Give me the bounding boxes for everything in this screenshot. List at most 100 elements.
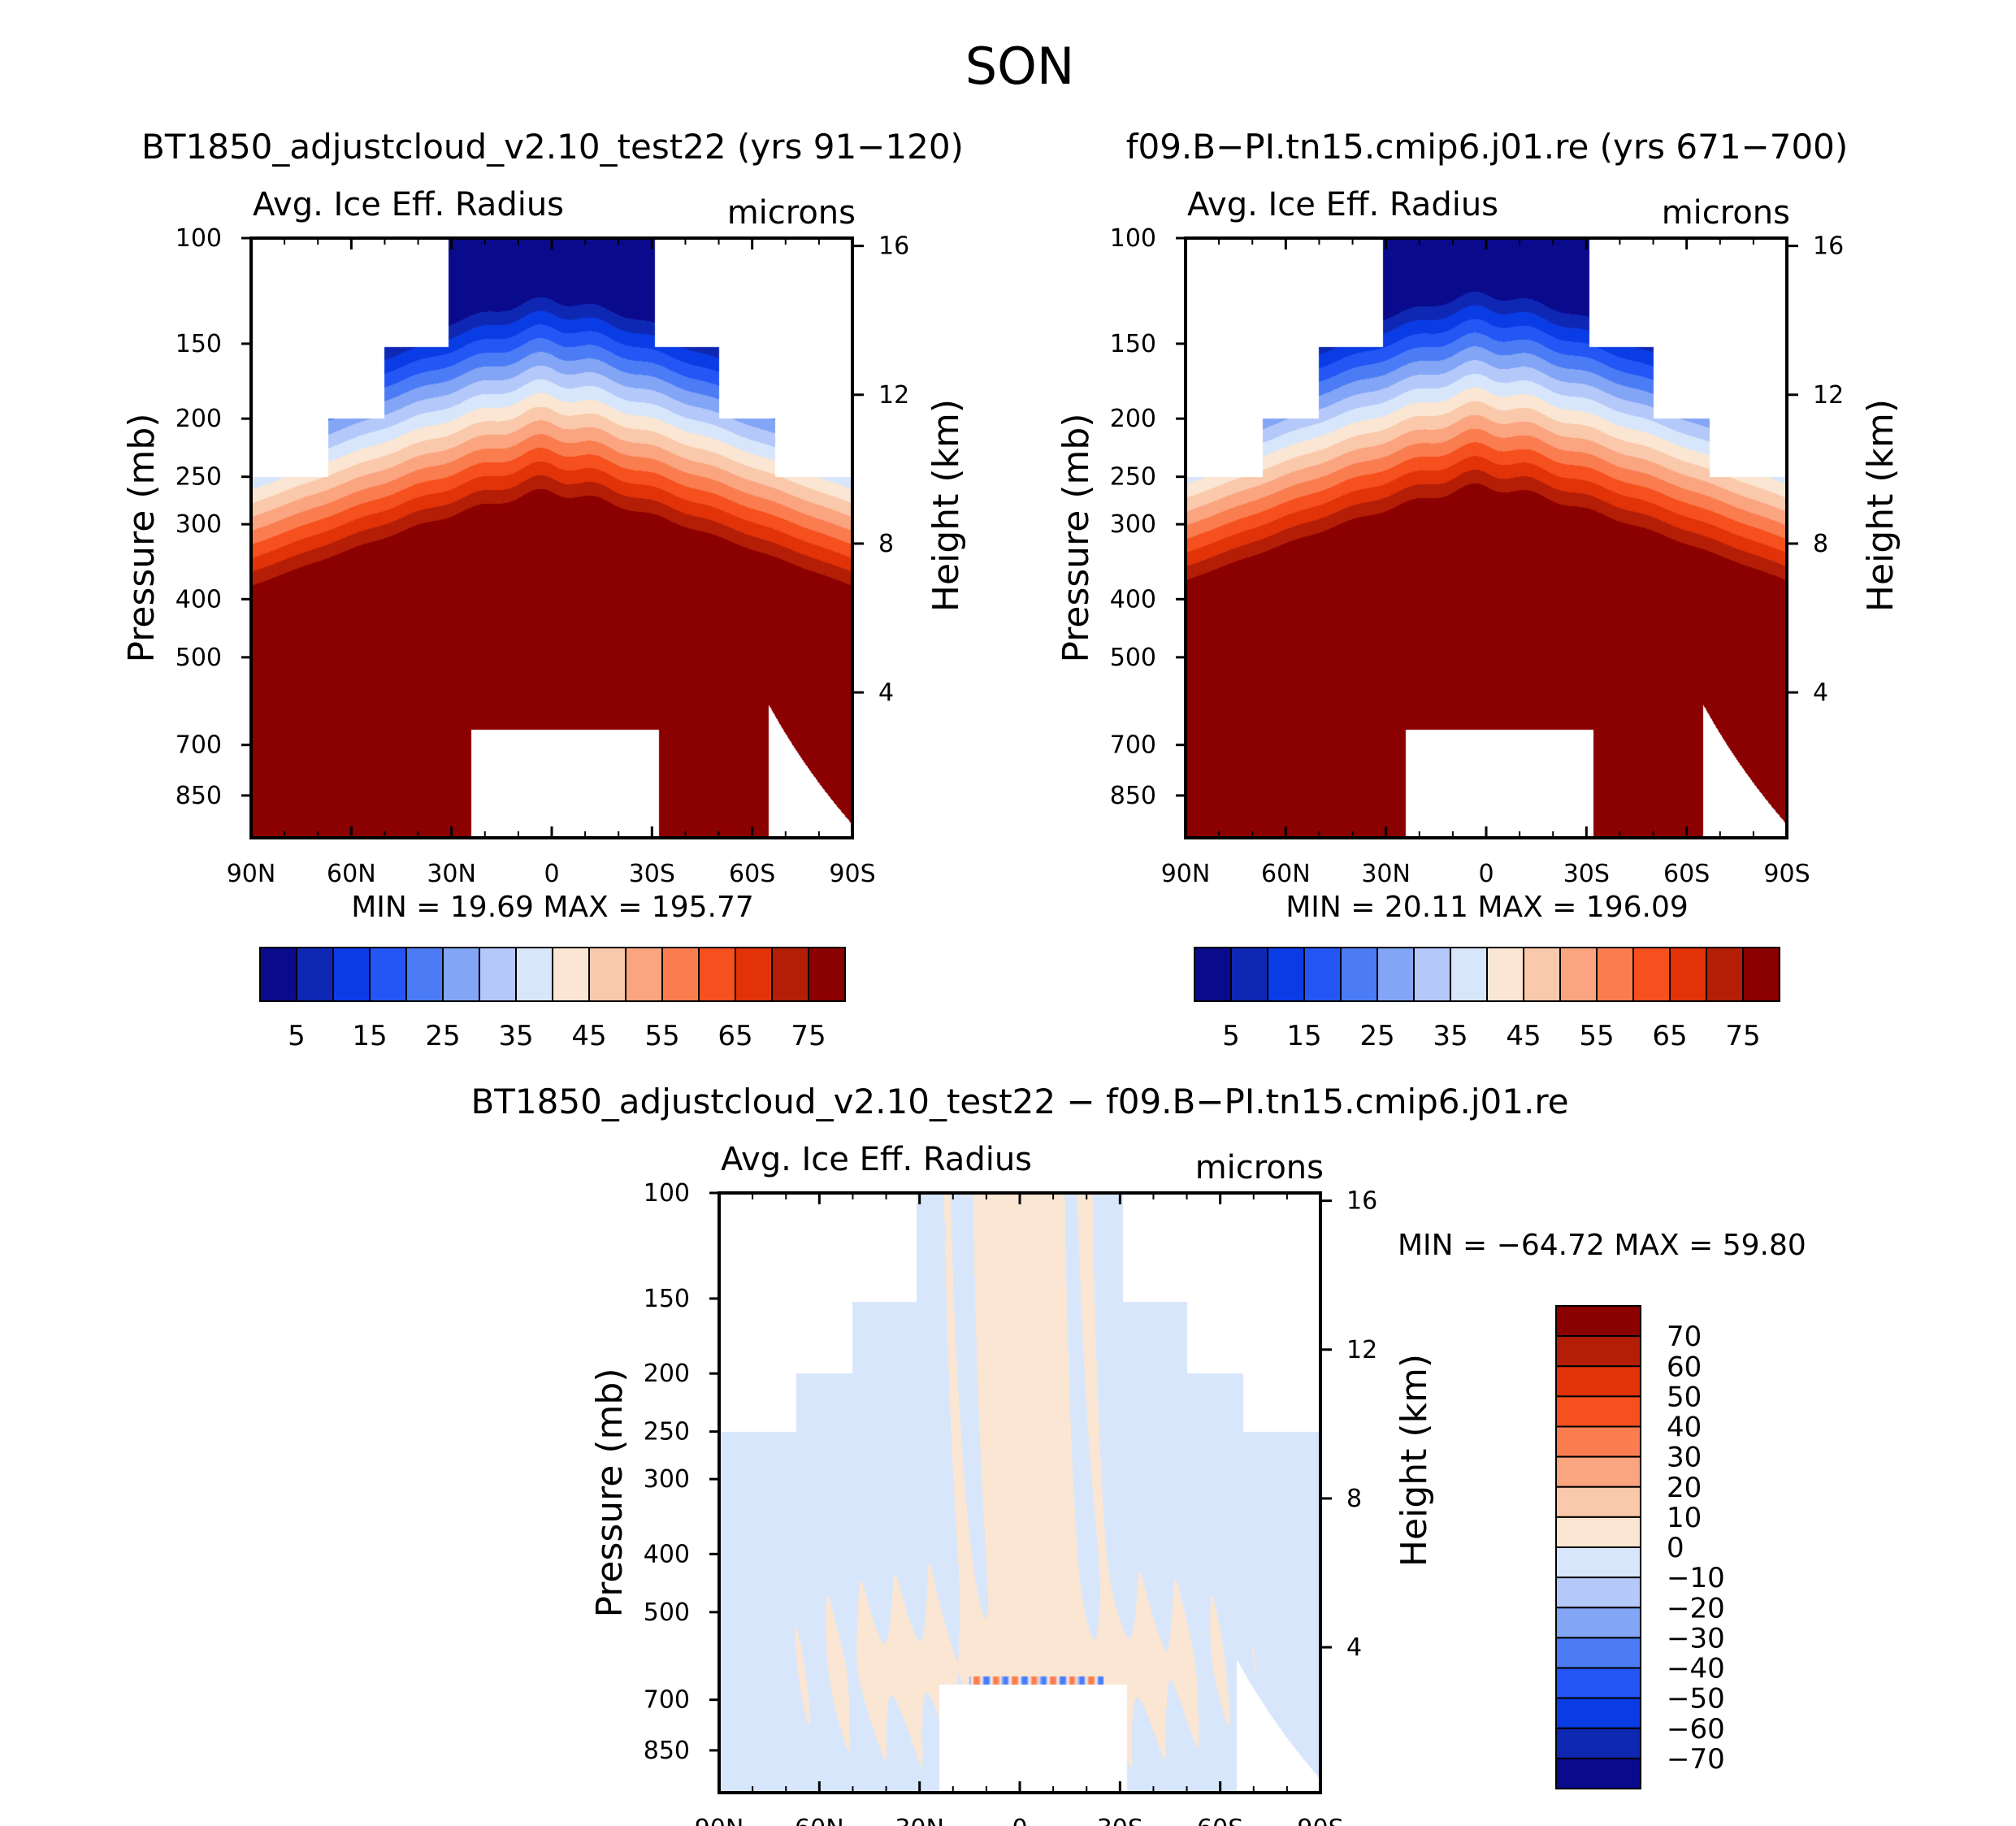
y-tick-label: 150	[644, 1285, 690, 1313]
colorbar-swatch	[1555, 1727, 1641, 1759]
colorbar-tick-label: 10	[1667, 1502, 1702, 1534]
colorbar-swatch	[735, 947, 773, 1002]
y-tick-label: 250	[176, 463, 222, 492]
min-max-label: MIN = 20.11 MAX = 196.09	[1285, 891, 1689, 924]
colorbar-tick-label: 55	[644, 1020, 679, 1052]
height-tick-label: 4	[1813, 679, 1828, 707]
colorbar-tick-label: 45	[571, 1020, 606, 1052]
colorbar-tick-label: 70	[1667, 1321, 1702, 1353]
x-tick-label: 90S	[829, 860, 875, 888]
y-tick-label: 300	[176, 510, 222, 539]
colorbar-swatch	[1413, 947, 1451, 1002]
colorbar-tick-label: 50	[1667, 1381, 1702, 1413]
y-tick-label: 100	[1110, 224, 1156, 253]
y-tick-label: 400	[1110, 585, 1156, 614]
units-label: microns	[1195, 1149, 1324, 1186]
colorbar-swatch	[259, 947, 297, 1002]
height-tick-label: 12	[1346, 1336, 1377, 1364]
x-tick-label: 30S	[1563, 860, 1610, 888]
colorbar-swatch	[808, 947, 846, 1002]
colorbar-swatch	[442, 947, 480, 1002]
colorbar-swatch	[771, 947, 809, 1002]
colorbar-tick-label: 40	[1667, 1412, 1702, 1444]
x-tick-label: 90N	[695, 1815, 744, 1826]
colorbar-tick-label: 5	[1222, 1020, 1240, 1052]
y-tick-label: 850	[176, 782, 222, 810]
y-tick-label: 400	[644, 1540, 690, 1568]
y-tick-label: 200	[644, 1360, 690, 1388]
x-tick-label: 0	[1012, 1815, 1027, 1826]
figure-title: SON	[965, 37, 1075, 96]
case-title: f09.B−PI.tn15.cmip6.j01.re (yrs 671−700)	[1126, 127, 1849, 167]
y-axis-label: Pressure (mb)	[589, 1368, 631, 1618]
colorbar-tick-label: −70	[1667, 1743, 1725, 1776]
y-tick-label: 850	[644, 1737, 690, 1765]
colorbar-swatch	[1555, 1757, 1641, 1789]
colorbar-tick-label: 75	[791, 1020, 826, 1052]
colorbar-tick-label: 60	[1667, 1351, 1702, 1383]
y-tick-label: 700	[176, 731, 222, 760]
colorbar-tick-label: −60	[1667, 1713, 1725, 1746]
height-tick-label: 12	[1813, 381, 1844, 410]
colorbar-swatch	[1267, 947, 1305, 1002]
colorbar-swatch	[1555, 1577, 1641, 1609]
contour-fill	[1186, 238, 1787, 838]
colorbar-swatch	[1555, 1637, 1641, 1669]
colorbar-top-right: 5 15 25 35 45 55 65 75	[1194, 947, 1780, 1052]
colorbar-swatch	[1555, 1365, 1641, 1398]
colorbar-tick-label: 15	[352, 1020, 387, 1052]
height-tick-label: 16	[1813, 232, 1844, 261]
colorbar-swatch	[1706, 947, 1744, 1002]
y-tick-label: 200	[176, 405, 222, 433]
y-axis-right-label: Height (km)	[926, 399, 967, 612]
colorbar-tick-label: −50	[1667, 1683, 1725, 1715]
height-tick-label: 8	[1346, 1485, 1362, 1513]
x-tick-label: 60N	[795, 1815, 844, 1826]
colorbar-swatch	[625, 947, 663, 1002]
panels: BT1850_adjustcloud_v2.10_test22 (yrs 91−…	[121, 127, 1901, 1826]
y-tick-label: 700	[1110, 731, 1156, 760]
colorbar-tick-label: 30	[1667, 1442, 1702, 1474]
colorbar-tick-label: 0	[1667, 1532, 1684, 1564]
y-tick-label: 300	[1110, 510, 1156, 539]
x-tick-label: 0	[1478, 860, 1494, 888]
colorbar-tick-label: 75	[1725, 1020, 1760, 1052]
y-tick-label: 300	[644, 1465, 690, 1494]
colorbar-swatch	[479, 947, 517, 1002]
y-axis-right-label: Height (km)	[1860, 399, 1901, 612]
units-label: microns	[727, 194, 856, 232]
colorbar-swatch	[1596, 947, 1634, 1002]
x-tick-label: 90S	[1297, 1815, 1343, 1826]
colorbar-swatch	[296, 947, 334, 1002]
y-tick-label: 500	[176, 644, 222, 672]
case-title: BT1850_adjustcloud_v2.10_test22 (yrs 91−…	[141, 127, 964, 167]
field-name-label: Avg. Ice Eff. Radius	[253, 186, 564, 223]
height-tick-label: 16	[878, 232, 909, 261]
colorbar-swatch	[1632, 947, 1671, 1002]
colorbar-tick-label: 20	[1667, 1472, 1702, 1504]
colorbar-tick-label: 55	[1579, 1020, 1614, 1052]
y-tick-label: 100	[176, 224, 222, 253]
x-tick-label: 60S	[729, 860, 775, 888]
colorbar-swatch	[1230, 947, 1268, 1002]
field-name-label: Avg. Ice Eff. Radius	[1187, 186, 1498, 223]
height-tick-label: 8	[1813, 530, 1828, 558]
colorbar-tick-label: −20	[1667, 1592, 1725, 1624]
y-axis-right-label: Height (km)	[1394, 1354, 1435, 1567]
panel-bottom-difference: BT1850_adjustcloud_v2.10_test22 − f09.B−…	[470, 1082, 1806, 1826]
x-tick-label: 30S	[629, 860, 675, 888]
y-axis-label: Pressure (mb)	[121, 414, 163, 663]
x-tick-label: 90N	[227, 860, 276, 888]
y-tick-label: 100	[644, 1179, 690, 1208]
colorbar-swatch	[661, 947, 700, 1002]
colorbar-swatch	[1486, 947, 1524, 1002]
colorbar-tick-label: −10	[1667, 1562, 1725, 1594]
y-tick-label: 250	[1110, 463, 1156, 492]
min-max-label: MIN = −64.72 MAX = 59.80	[1398, 1229, 1806, 1262]
y-axis-label: Pressure (mb)	[1056, 414, 1097, 663]
colorbar-tick-label: −40	[1667, 1653, 1725, 1685]
x-tick-label: 60N	[327, 860, 376, 888]
x-tick-label: 60S	[1197, 1815, 1243, 1826]
min-max-label: MIN = 19.69 MAX = 195.77	[351, 891, 754, 924]
colorbar-tick-label: −30	[1667, 1622, 1725, 1655]
